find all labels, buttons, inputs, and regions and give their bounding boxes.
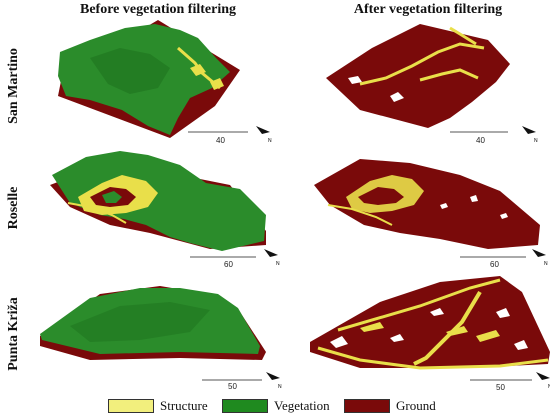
structure-building <box>360 322 384 332</box>
scale-label: 40 <box>216 136 225 145</box>
scale-bar: 50 <box>470 379 532 392</box>
legend-item-vegetation: Vegetation <box>222 398 330 414</box>
legend-swatch-structure <box>108 399 154 413</box>
north-arrow-icon: N <box>266 372 282 390</box>
svg-text:N: N <box>278 384 282 390</box>
scale-label: 60 <box>490 260 499 269</box>
legend: Structure Vegetation Ground <box>0 396 550 418</box>
row-label-san-martino: San Martino <box>0 20 28 152</box>
vegetation-canopy-shadow <box>90 48 170 94</box>
ground-hole <box>496 308 510 318</box>
north-arrow-icon: N <box>522 126 538 144</box>
vegetation-canopy-shadow <box>70 302 210 342</box>
ground-hole <box>500 213 508 219</box>
row-label-text: San Martino <box>6 48 21 124</box>
structure-building <box>190 64 206 76</box>
svg-text:N: N <box>544 261 548 267</box>
panel-punta-kriza-after: 50 N <box>310 276 550 392</box>
terrain-ground <box>310 276 550 368</box>
ground-hole <box>390 334 404 342</box>
north-arrow-icon: N <box>264 249 280 267</box>
row-label-text: Roselle <box>6 186 21 230</box>
legend-swatch-vegetation <box>222 399 268 413</box>
panel-san-martino-before: 40 N <box>58 20 272 145</box>
legend-label-ground: Ground <box>396 398 436 413</box>
ground-hole <box>348 76 362 84</box>
ground-hole <box>514 340 528 350</box>
column-title-after: After vegetation filtering <box>353 2 503 17</box>
structure-road <box>67 202 127 224</box>
structure-building <box>210 78 224 90</box>
structure-building <box>446 326 468 336</box>
structure-building <box>476 330 500 342</box>
structure-road <box>337 278 501 332</box>
legend-swatch-ground <box>344 399 390 413</box>
scale-label: 60 <box>224 260 233 269</box>
legend-label-structure: Structure <box>160 398 208 413</box>
panel-roselle-after: 60 N <box>314 159 548 269</box>
vegetation-canopy <box>52 151 266 251</box>
vegetation-canopy <box>58 24 230 135</box>
north-arrow-icon: N <box>536 372 550 390</box>
column-title-before: Before vegetation filtering <box>79 2 237 17</box>
panel-punta-kriza-before: 50 N <box>40 286 282 391</box>
row-label-punta-kriza: Punta Križa <box>0 276 28 392</box>
scale-label: 50 <box>228 382 237 391</box>
row-label-text: Punta Križa <box>6 297 21 371</box>
structure-gap <box>358 187 404 205</box>
svg-text:N: N <box>548 384 550 390</box>
structure-road <box>449 26 477 46</box>
scale-bar: 50 <box>202 379 262 391</box>
scale-label: 50 <box>496 383 505 392</box>
scale-bar: 60 <box>460 256 526 269</box>
ground-hole <box>440 203 448 209</box>
ground-hole <box>430 308 444 316</box>
structure-road <box>413 290 482 366</box>
structure-road <box>317 346 549 370</box>
vegetation-patch <box>102 191 122 203</box>
terrain-ground <box>326 24 510 128</box>
north-arrow-icon: N <box>532 249 548 267</box>
panel-roselle-before: 60 N <box>50 151 280 269</box>
ground-hole <box>390 92 404 102</box>
row-label-roselle: Roselle <box>0 145 28 271</box>
scale-bar: 60 <box>190 256 256 269</box>
vegetation-canopy <box>40 288 260 354</box>
structure-road <box>419 68 479 82</box>
scale-label: 40 <box>476 136 485 145</box>
terrain-ground <box>314 159 540 249</box>
svg-text:N: N <box>534 138 538 144</box>
panel-san-martino-after: 40 N <box>326 24 538 145</box>
legend-item-ground: Ground <box>344 398 436 414</box>
svg-text:N: N <box>268 138 272 144</box>
ground-hole <box>470 195 478 202</box>
scale-bar: 40 <box>188 131 248 145</box>
ground-hole <box>330 336 348 348</box>
legend-item-structure: Structure <box>108 398 208 414</box>
structure-road <box>359 42 485 86</box>
legend-label-vegetation: Vegetation <box>274 398 330 413</box>
svg-text:N: N <box>276 261 280 267</box>
scale-bar: 40 <box>450 131 508 145</box>
north-arrow-icon: N <box>256 126 272 144</box>
structure-road <box>327 204 393 226</box>
